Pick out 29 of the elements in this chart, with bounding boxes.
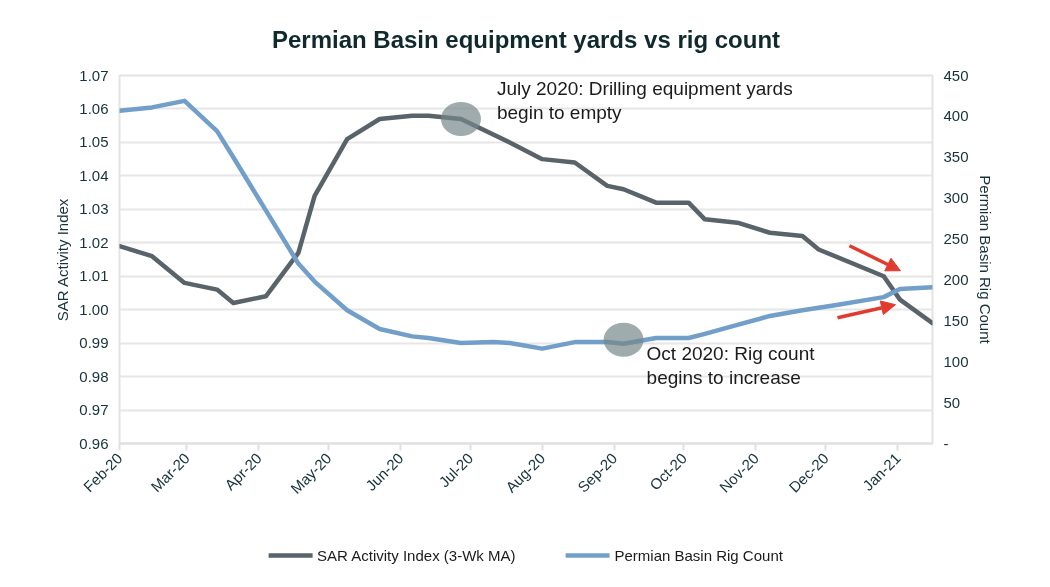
y-tick-label: 1.02	[79, 233, 109, 251]
y2-tick-label: 250	[943, 230, 969, 248]
y2-tick-label: 200	[943, 270, 969, 288]
y-tick-label: 1.07	[79, 66, 109, 84]
y-tick-label: 0.99	[79, 334, 109, 352]
y-tick-label: 1.01	[79, 267, 109, 285]
y2-tick-label: 150	[943, 311, 969, 329]
y-tick-label: 0.97	[79, 401, 109, 419]
y2-tick-label: 400	[943, 107, 969, 125]
y2-tick-label: 50	[943, 393, 961, 411]
y2-axis-title: Permian Basin Rig Count	[976, 175, 994, 345]
y2-tick-label: 350	[943, 148, 969, 166]
legend-label: SAR Activity Index (3-Wk MA)	[317, 546, 516, 564]
annotation: July 2020: Drilling equipment yards begin to empty	[496, 77, 793, 124]
y2-tick-label: 450	[943, 66, 969, 84]
y2-tick-label: -	[943, 434, 949, 452]
annotation: Oct 2020: Rig count begins to increase	[646, 342, 816, 388]
y-tick-label: 1.04	[79, 166, 109, 184]
y-tick-label: 1.03	[79, 200, 109, 218]
y-tick-label: 1.00	[79, 300, 109, 318]
y2-tick-label: 300	[943, 189, 969, 207]
y-tick-label: 1.05	[79, 133, 109, 151]
y-tick-label: 0.98	[79, 367, 109, 385]
y-tick-label: 1.06	[79, 99, 109, 117]
y-tick-label: 0.96	[79, 434, 109, 452]
chart-title: Permian Basin equipment yards vs rig count	[271, 25, 781, 53]
y-axis-title: SAR Activity Index	[54, 198, 72, 322]
y2-tick-label: 100	[943, 352, 969, 370]
legend-label: Permian Basin Rig Count	[614, 546, 783, 564]
